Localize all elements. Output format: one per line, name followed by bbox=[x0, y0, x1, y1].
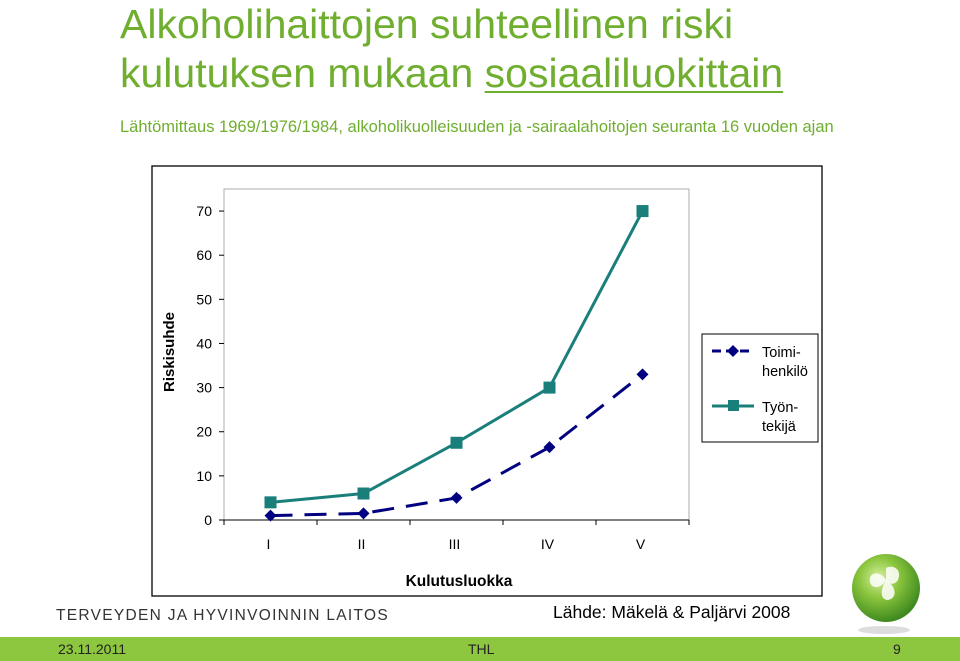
title-link[interactable]: sosiaaliluokittain bbox=[484, 50, 784, 96]
y-tick-label: 20 bbox=[196, 424, 212, 440]
legend-label-tyontekija-2: tekijä bbox=[762, 419, 797, 435]
y-tick-label: 50 bbox=[196, 291, 212, 307]
data-point-s0-4 bbox=[636, 368, 649, 381]
y-axis: 0 10 20 30 40 50 60 70 bbox=[196, 203, 224, 528]
x-axis: I II III IV V bbox=[223, 519, 690, 552]
data-point-s0-2 bbox=[450, 491, 463, 504]
data-point-s1-4 bbox=[636, 205, 649, 218]
y-tick-label: 70 bbox=[196, 203, 212, 219]
data-point-s0-0 bbox=[264, 509, 277, 522]
title-line-2: kulutuksen mukaan bbox=[120, 50, 485, 96]
page-number: 9 bbox=[893, 641, 901, 657]
x-tick-label: I bbox=[267, 536, 271, 552]
y-axis-label: Riskisuhde bbox=[161, 312, 178, 392]
data-point-s1-0 bbox=[264, 496, 277, 509]
footer-org: THL bbox=[468, 641, 495, 657]
slide-title: Alkoholihaittojen suhteellinen riski kul… bbox=[120, 0, 940, 98]
series-markers bbox=[264, 205, 649, 522]
legend-box bbox=[701, 333, 819, 443]
y-tick-label: 60 bbox=[196, 247, 212, 263]
y-tick-label: 30 bbox=[196, 380, 212, 396]
x-tick-label: III bbox=[449, 536, 461, 552]
y-tick-label: 40 bbox=[196, 335, 212, 351]
legend-marker-toimihenkilo bbox=[727, 345, 739, 357]
x-tick-label: II bbox=[358, 536, 366, 552]
source-note: Lähde: Mäkelä & Paljärvi 2008 bbox=[553, 602, 791, 622]
org-logo-text: TERVEYDEN JA HYVINVOINNIN LAITOS bbox=[56, 607, 390, 624]
slide-subtitle: Lähtömittaus 1969/1976/1984, alkoholikuo… bbox=[120, 118, 834, 136]
thl-leaf-logo bbox=[852, 554, 920, 634]
x-tick-label: IV bbox=[541, 536, 555, 552]
footer-date: 23.11.2011 bbox=[58, 641, 126, 657]
legend-marker-tyontekija bbox=[728, 400, 739, 411]
x-axis-label: Kulutusluokka bbox=[406, 573, 513, 590]
data-point-s0-3 bbox=[543, 441, 556, 454]
data-point-s0-1 bbox=[357, 507, 370, 520]
legend-label-toimihenkilo-2: henkilö bbox=[762, 364, 808, 380]
data-point-s1-1 bbox=[357, 487, 370, 500]
legend: Toimi- henkilö Työn- tekijä bbox=[701, 333, 819, 443]
legend-label-tyontekija-1: Työn- bbox=[762, 400, 798, 416]
data-point-s1-3 bbox=[543, 381, 556, 394]
footer-bar: 23.11.2011 THL 9 bbox=[0, 637, 960, 661]
title-line-1: Alkoholihaittojen suhteellinen riski bbox=[120, 1, 734, 47]
legend-label-toimihenkilo-1: Toimi- bbox=[762, 345, 801, 361]
y-tick-label: 10 bbox=[196, 468, 212, 484]
y-tick-label: 0 bbox=[204, 512, 212, 528]
plot-area bbox=[223, 188, 690, 521]
x-tick-label: V bbox=[636, 536, 646, 552]
data-point-s1-2 bbox=[450, 436, 463, 449]
